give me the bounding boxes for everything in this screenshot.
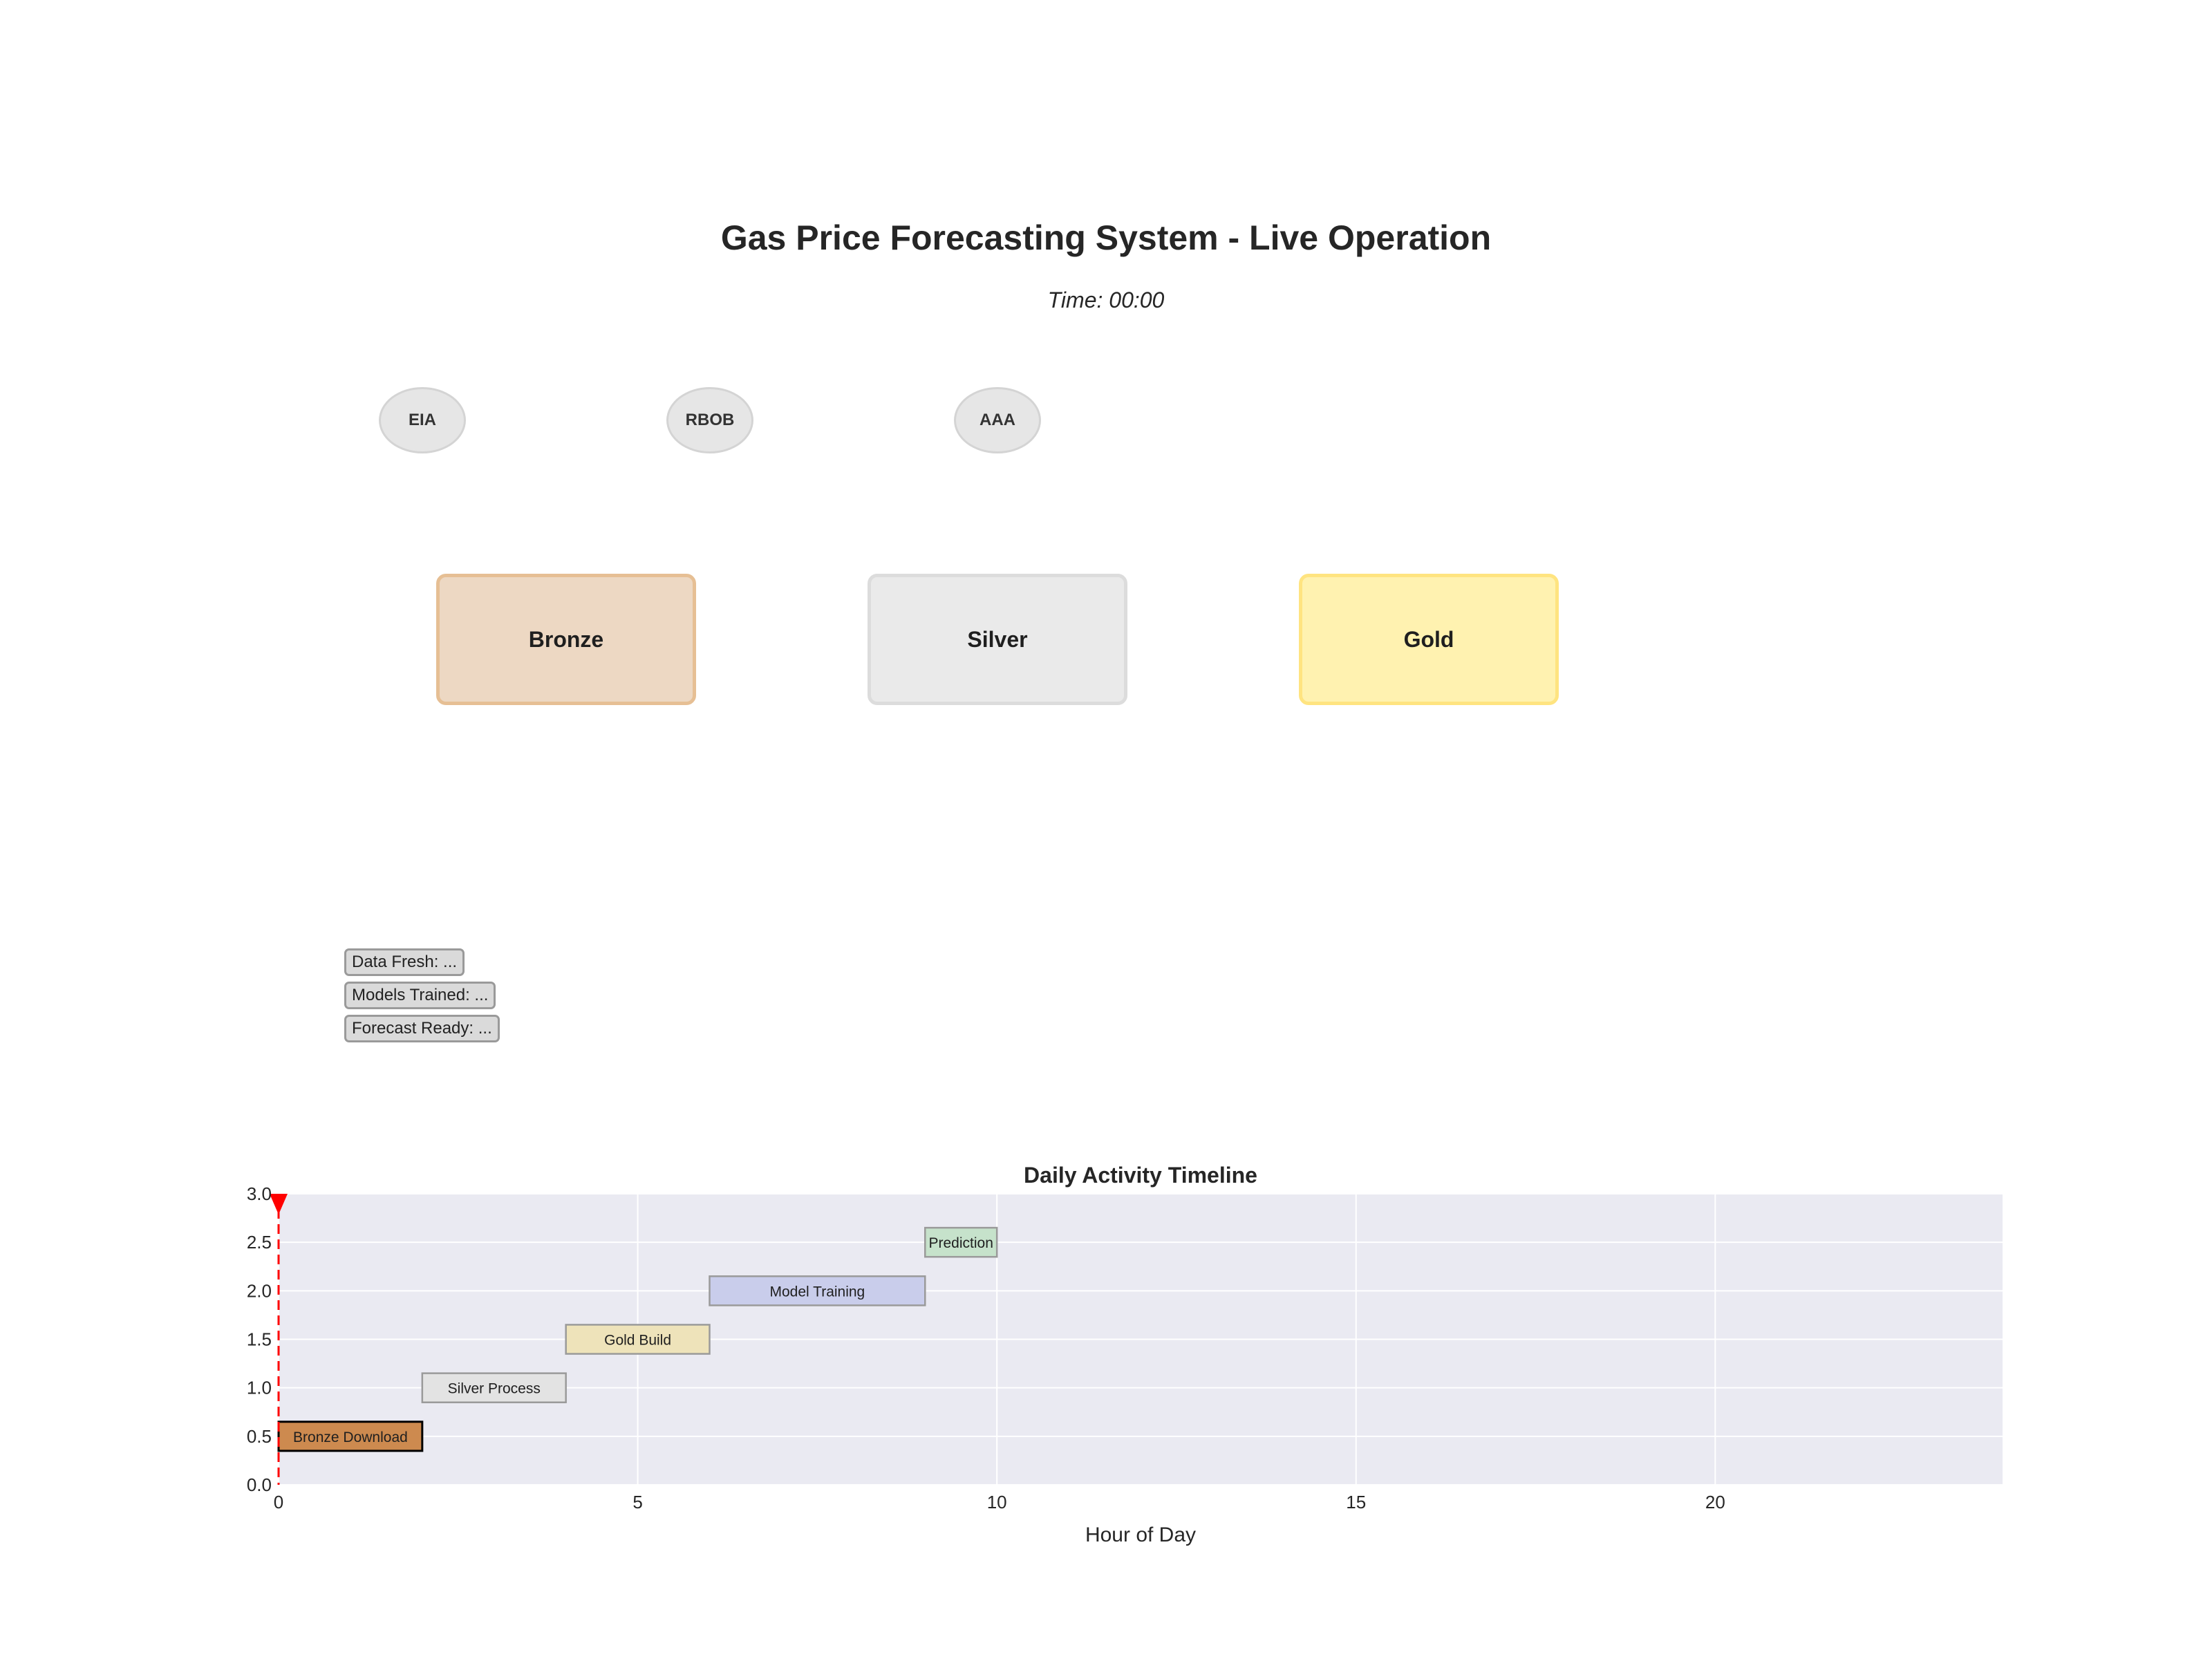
current-time-marker [270,1194,288,1215]
layer-label: Silver [967,626,1028,652]
task-bar [709,1275,926,1306]
task-label: Silver Process [448,1381,541,1397]
status-forecast-ready: Forecast Ready: ... [344,1015,500,1042]
page-title: Gas Price Forecasting System - Live Oper… [720,218,1492,257]
layer-box-silver: Silver [868,574,1127,705]
layer-label: Gold [1403,626,1454,652]
task-bar [277,1421,424,1452]
x-tick-label: 15 [1346,1492,1366,1512]
task-label: Gold Build [604,1333,671,1349]
y-tick-label: 1.5 [247,1329,272,1350]
y-tick-label: 0.0 [247,1474,272,1495]
task-bar [924,1226,998,1258]
x-tick-label: 10 [987,1492,1007,1512]
layer-box-gold: Gold [1299,574,1559,705]
x-tick-label: 20 [1705,1492,1725,1512]
task-bar [421,1372,567,1403]
y-tick-label: 3.0 [247,1183,272,1204]
status-data-fresh: Data Fresh: ... [344,948,465,976]
source-node-aaa: AAA [954,387,1041,453]
y-tick-label: 2.0 [247,1280,272,1301]
source-node-rbob: RBOB [666,387,753,453]
task-bar [565,1324,711,1355]
y-tick-label: 0.5 [247,1426,272,1447]
source-node-eia: EIA [379,387,466,453]
y-tick-label: 2.5 [247,1232,272,1253]
source-label: AAA [980,411,1015,429]
status-models-trained: Models Trained: ... [344,982,496,1009]
layer-box-bronze: Bronze [436,574,696,705]
source-label: RBOB [685,411,735,429]
task-label: Prediction [929,1235,993,1251]
chart-title: Daily Activity Timeline [1024,1163,1257,1188]
x-axis-label: Hour of Day [1085,1524,1196,1546]
current-time-label: Time: 00:00 [1047,288,1165,312]
x-tick-label: 0 [274,1492,283,1512]
status-panel: Data Fresh: ... Models Trained: ... Fore… [344,948,500,1048]
task-label: Bronze Download [293,1430,408,1445]
task-label: Model Training [770,1284,865,1300]
layer-label: Bronze [528,626,604,652]
x-tick-label: 5 [632,1492,642,1512]
y-tick-label: 1.0 [247,1378,272,1398]
source-label: EIA [408,411,436,429]
